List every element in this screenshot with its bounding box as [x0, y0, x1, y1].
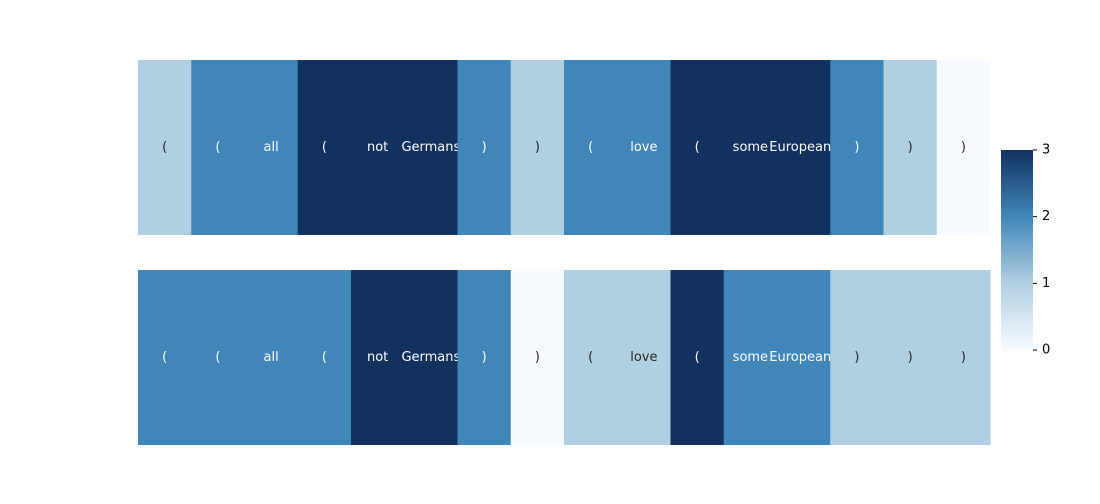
heatmap-cell — [297, 60, 352, 235]
cell-token-label: love — [630, 140, 657, 155]
heatmap-cell — [723, 270, 778, 445]
heatmap-cell — [404, 60, 459, 235]
heatmap-cell — [138, 60, 192, 235]
heatmap-cell — [723, 60, 778, 235]
cell-token-label: not — [367, 140, 388, 155]
heatmap-cell — [351, 270, 405, 445]
colorbar-gradient — [1001, 150, 1033, 350]
heatmap-cell — [244, 270, 299, 445]
colorbar-tick-label: 2 — [1042, 209, 1050, 224]
cell-token-label: ( — [695, 350, 700, 365]
heatmap-cell — [777, 270, 831, 445]
cell-token-label: ) — [854, 140, 859, 155]
cell-token-label: ) — [908, 350, 913, 365]
cell-token-label: Germans — [401, 140, 460, 155]
heatmap-row-1: ( ( all ( not Germans)) ( love ( some Europeans))) — [138, 60, 991, 235]
cell-token-label: not — [367, 350, 388, 365]
heatmap-cell — [670, 270, 725, 445]
heatmap-cell — [936, 270, 991, 445]
cell-token-label: ( — [322, 350, 327, 365]
cell-token-label: Europeans — [769, 140, 838, 155]
heatmap-cell — [404, 270, 459, 445]
cell-token-label: ( — [322, 140, 327, 155]
cell-token-label: some — [733, 140, 768, 155]
heatmap-cell — [936, 60, 991, 235]
cell-token-label: ( — [588, 350, 593, 365]
heatmap-cell — [830, 60, 885, 235]
heatmap-cell — [617, 60, 672, 235]
cell-token-label: some — [733, 350, 768, 365]
cell-token-label: ( — [695, 140, 700, 155]
heatmap-cell — [351, 60, 405, 235]
heatmap-cell — [138, 270, 192, 445]
cell-token-label: ) — [482, 350, 487, 365]
colorbar-tick-label: 3 — [1042, 143, 1050, 158]
cell-token-label: ) — [535, 350, 540, 365]
cell-token-label: love — [630, 350, 657, 365]
heatmap-cell — [457, 60, 512, 235]
cell-token-label: ) — [961, 140, 966, 155]
cell-token-label: Germans — [401, 350, 460, 365]
cell-token-label: ( — [215, 350, 220, 365]
heatmap-cell — [510, 270, 565, 445]
heatmap-cell — [883, 270, 938, 445]
heatmap-cell — [564, 270, 618, 445]
colorbar-tick-label: 0 — [1042, 343, 1050, 358]
cell-token-label: all — [264, 140, 279, 155]
colorbar-tick-label: 1 — [1042, 276, 1050, 291]
heatmap-cell — [297, 270, 352, 445]
cell-token-label: ) — [482, 140, 487, 155]
heatmap-cell — [244, 60, 299, 235]
cell-token-label: ) — [535, 140, 540, 155]
cell-token-label: ) — [961, 350, 966, 365]
cell-token-label: ( — [162, 350, 167, 365]
cell-token-label: ( — [215, 140, 220, 155]
heatmap-cell — [191, 60, 246, 235]
heatmap-cell — [670, 60, 725, 235]
heatmap-cell — [564, 60, 618, 235]
heatmap-cell — [191, 270, 246, 445]
cell-token-label: ( — [588, 140, 593, 155]
heatmap-cell — [830, 270, 885, 445]
cell-token-label: ( — [162, 140, 167, 155]
cell-token-label: all — [264, 350, 279, 365]
heatmap-cell — [457, 270, 512, 445]
heatmap-cell — [617, 270, 672, 445]
cell-token-label: ) — [908, 140, 913, 155]
cell-token-label: ) — [854, 350, 859, 365]
cell-token-label: Europeans — [769, 350, 838, 365]
heatmap-row-2: ( ( all ( not Germans)) ( love ( some Europeans))) — [138, 270, 991, 445]
heatmap-cell — [883, 60, 938, 235]
colorbar: 0 1 2 3 — [1001, 143, 1050, 358]
heatmap-cell — [510, 60, 565, 235]
heatmap-cell — [777, 60, 831, 235]
heatmap-panels: ((all(not Germans))(love(some Europeans)))… — [138, 60, 991, 445]
